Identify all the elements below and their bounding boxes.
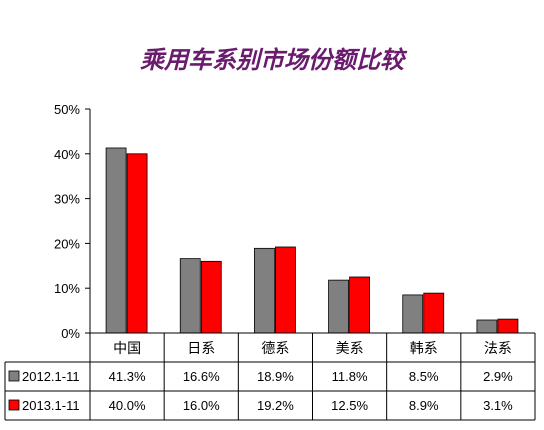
y-tick-label: 10% — [54, 281, 80, 296]
bar-s1-1 — [179, 258, 201, 334]
y-tick-label: 0% — [61, 326, 80, 341]
category-label: 韩系 — [410, 341, 438, 357]
bar-s1-4 — [402, 294, 424, 334]
bar-s1-2 — [254, 247, 275, 334]
bar-s2-2 — [275, 246, 296, 334]
bar-s2-4 — [423, 292, 445, 334]
y-tick-label: 30% — [54, 192, 80, 207]
data-label: 16.0% — [183, 398, 220, 413]
data-label: 3.1% — [483, 398, 513, 413]
data-label: 11.8% — [332, 369, 368, 384]
category-label: 法系 — [484, 341, 512, 357]
bar-s1-5 — [476, 319, 498, 334]
bar-s2-3 — [349, 276, 370, 334]
bar-s2-5 — [497, 318, 519, 334]
bar-s1-0 — [105, 147, 127, 334]
category-label: 美系 — [336, 341, 364, 357]
category-label: 中国 — [113, 341, 141, 357]
data-label: 8.5% — [409, 369, 439, 384]
legend-series-name: 2013.1-11 — [22, 398, 80, 413]
data-label: 40.0% — [109, 398, 146, 413]
data-label: 19.2% — [257, 398, 294, 413]
y-tick-label: 20% — [54, 236, 80, 251]
bar-s2-1 — [200, 260, 222, 334]
legend-key-s1 — [8, 370, 20, 382]
data-label: 16.6% — [183, 369, 220, 384]
data-label: 2.9% — [483, 369, 513, 384]
data-label: 8.9% — [409, 398, 439, 413]
legend-key-s2 — [8, 399, 20, 411]
bar-s1-3 — [328, 279, 349, 334]
legend-series-name: 2012.1-11 — [22, 369, 80, 384]
data-label: 41.3% — [109, 369, 146, 384]
category-label: 德系 — [261, 341, 289, 357]
bar-s2-0 — [126, 153, 148, 334]
chart-title: 乘用车系别市场份额比较 — [140, 45, 404, 74]
y-tick-label: 40% — [54, 147, 80, 162]
y-tick-label: 50% — [54, 102, 80, 117]
data-label: 18.9% — [257, 369, 294, 384]
data-label: 12.5% — [331, 398, 368, 413]
category-label: 日系 — [187, 341, 215, 357]
